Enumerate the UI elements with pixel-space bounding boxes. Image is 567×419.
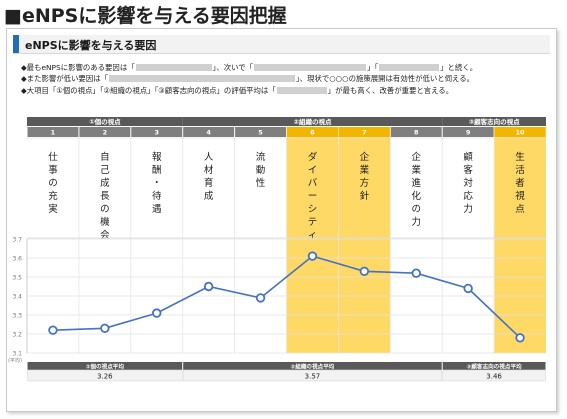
data-point bbox=[100, 323, 110, 333]
redacted-text bbox=[108, 75, 295, 83]
group-header bbox=[182, 117, 443, 126]
category-number-cell bbox=[235, 127, 286, 137]
category-number: 4 bbox=[206, 129, 211, 137]
group-average-cell bbox=[442, 369, 546, 382]
bullet-3: ◆大項目「①個の視点」「②組織の視点」「③顧客志向の視点」の評価平均は「 」が最も… bbox=[21, 85, 477, 96]
category-label: 人材育成 bbox=[204, 152, 214, 202]
data-point bbox=[48, 325, 58, 335]
redacted-text bbox=[135, 64, 212, 71]
category-number: 9 bbox=[466, 129, 471, 137]
data-point bbox=[255, 293, 266, 303]
group-average-value: 3.26 bbox=[97, 373, 113, 381]
category-number-cell bbox=[494, 127, 546, 137]
group-average-header bbox=[27, 362, 183, 370]
group-header bbox=[27, 117, 183, 126]
category-number-cell bbox=[131, 127, 183, 137]
group-average-cell bbox=[27, 369, 183, 382]
bullet-text: 」と続く。 bbox=[440, 63, 478, 72]
y-tick-label: 3.3 bbox=[12, 313, 22, 320]
category-number-cell bbox=[442, 127, 494, 137]
group-average-label: ②組織の視点平均 bbox=[290, 362, 334, 370]
data-point bbox=[203, 281, 214, 292]
category-number: 1 bbox=[51, 129, 56, 137]
page-title: ■eNPSに影響を与える要因把握 bbox=[4, 5, 287, 27]
category-label: 報酬・待遇 bbox=[152, 152, 162, 215]
bullet-1: ◆最もeNPSに影響のある要因は「 」、次いで「 」「 」と続く。 bbox=[21, 62, 477, 73]
y-tick-label: 3.1 bbox=[12, 351, 22, 358]
category-number-cell bbox=[390, 127, 442, 137]
section-accent-bar bbox=[13, 35, 19, 53]
category-number-cell bbox=[338, 127, 390, 137]
y-tick-label: 3.6 bbox=[12, 256, 22, 263]
bullet-text: 」、次いで「 bbox=[212, 63, 254, 72]
bullet-list: ◆最もeNPSに影響のある要因は「 」、次いで「 」「 」と続く。 ◆また影響が低い要… bbox=[21, 62, 477, 96]
category-label: 生活者視点 bbox=[515, 151, 525, 215]
redacted-text bbox=[254, 64, 367, 71]
category-number: 5 bbox=[258, 129, 263, 137]
category-number-cell bbox=[183, 127, 235, 137]
data-point bbox=[152, 308, 162, 318]
bullet-2: ◆また影響が低い要因は「 」、現状で○○○の施策展開は有効性が低いと伺える。 bbox=[21, 73, 477, 84]
category-label: 企業進化の力 bbox=[411, 151, 421, 228]
category-number: 10 bbox=[516, 129, 526, 137]
group-header-label: ③顧客志向の視点 bbox=[469, 117, 521, 126]
category-number: 2 bbox=[103, 129, 108, 137]
group-average-header bbox=[183, 362, 442, 370]
category-label: 自己成長の機会 bbox=[100, 151, 110, 241]
y-tick-label: 3.4 bbox=[12, 294, 22, 301]
redacted-text bbox=[379, 64, 440, 71]
group-average-label: ①個の視点平均 bbox=[86, 362, 125, 370]
bullet-text: 」「 bbox=[367, 63, 379, 72]
y-tick-label: 3.7 bbox=[12, 237, 22, 244]
section-header: eNPSに影響を与える要因 bbox=[13, 35, 550, 54]
category-label: 企業方針 bbox=[360, 151, 370, 202]
category-number-cell bbox=[287, 127, 338, 137]
redacted-text bbox=[276, 86, 327, 94]
section-title: eNPSに影響を与える要因 bbox=[25, 39, 157, 52]
y-tick-label: 3.5 bbox=[12, 275, 22, 282]
category-label: 仕事の充実 bbox=[48, 151, 58, 215]
group-header-label: ①個の視点 bbox=[89, 117, 121, 126]
series-line bbox=[52, 255, 521, 339]
category-number-cell bbox=[27, 127, 79, 137]
group-average-header bbox=[442, 362, 546, 370]
data-point bbox=[411, 268, 421, 278]
category-number: 3 bbox=[154, 129, 159, 137]
group-header-label: ②組織の視点 bbox=[293, 117, 332, 126]
y-unit-label: (平均) bbox=[8, 357, 22, 364]
group-header bbox=[442, 117, 546, 126]
bullet-text: ◆最もeNPSに影響のある要因は「 bbox=[21, 63, 135, 72]
category-label: 顧客対応力 bbox=[463, 151, 473, 215]
group-average-cell bbox=[182, 369, 442, 382]
data-point bbox=[307, 251, 318, 261]
category-label: 流動性 bbox=[256, 151, 266, 189]
group-average-label: ③顧客志向の視点平均 bbox=[467, 362, 522, 370]
bullet-text: 」、現状で○○○の施策展開は有効性が低いと伺える。 bbox=[295, 74, 475, 84]
bullet-text: 」が最も高く、改善が重要と言える。 bbox=[327, 85, 454, 95]
category-label: ダイバーシティ bbox=[308, 151, 318, 241]
data-point bbox=[515, 333, 525, 343]
group-average-value: 3.57 bbox=[305, 373, 321, 381]
group-average-value: 3.46 bbox=[486, 373, 502, 381]
data-point bbox=[359, 266, 370, 276]
category-number: 8 bbox=[414, 129, 419, 137]
data-point bbox=[463, 283, 473, 294]
bullet-text: ◆大項目「①個の視点」「②組織の視点」「③顧客志向の視点」の評価平均は「 bbox=[21, 85, 276, 95]
y-tick-label: 3.2 bbox=[12, 332, 22, 339]
analysis-card: eNPSに影響を与える要因 ◆最もeNPSに影響のある要因は「 」、次いで「 」「」… bbox=[6, 28, 557, 412]
category-number: 6 bbox=[310, 129, 315, 137]
category-number: 7 bbox=[362, 129, 367, 137]
bullet-text: ◆また影響が低い要因は「 bbox=[21, 74, 108, 84]
category-number-cell bbox=[79, 127, 131, 137]
